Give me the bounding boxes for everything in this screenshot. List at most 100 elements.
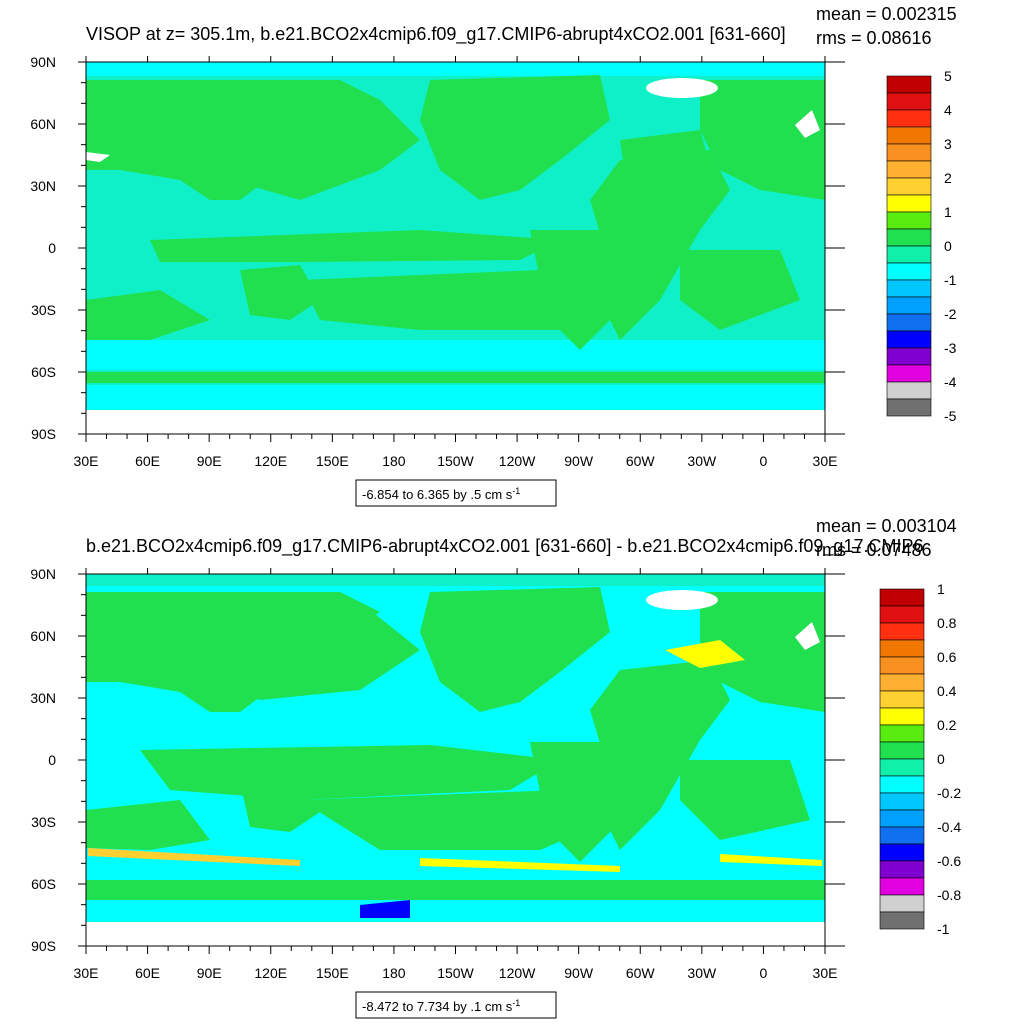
colorbar-swatch — [879, 690, 925, 709]
colorbar-swatch — [879, 622, 925, 641]
colorbar-swatch — [886, 194, 932, 213]
land-south-america — [530, 230, 630, 350]
colorbar-swatch — [886, 398, 932, 417]
colorbar-swatch — [879, 673, 925, 692]
land-eurasia — [86, 80, 380, 200]
colorbar-label: 0 — [937, 751, 945, 767]
colorbar-swatch — [879, 775, 925, 794]
land-south-america — [530, 742, 630, 862]
y-tick-label: 90N — [30, 566, 56, 582]
y-tick-label: 90S — [31, 426, 56, 442]
ocean-green-region — [300, 790, 610, 850]
rms-label: rms = 0.07486 — [816, 540, 932, 560]
colorbar-label: 0 — [944, 238, 952, 254]
y-tick-label: 0 — [48, 752, 56, 768]
colorbar-label: -0.6 — [937, 853, 961, 869]
colorbar-swatch — [886, 262, 932, 281]
colorbar-label: 0.8 — [937, 615, 957, 631]
colorbar: 1 0.8 0.6 0.4 0.2 0 -0.2 -0.4 -0.6 -0.8 -1 — [879, 581, 961, 937]
ocean-band — [86, 385, 825, 410]
x-tick-label: 60W — [626, 965, 656, 981]
colorbar-label: -0.8 — [937, 887, 961, 903]
anomaly-streak — [720, 854, 822, 866]
land-north-america — [420, 587, 610, 712]
colorbar-swatch — [879, 894, 925, 913]
colorbar-label: 1 — [937, 581, 945, 597]
y-tick-label: 30N — [30, 690, 56, 706]
ocean-green-region — [680, 760, 810, 840]
colorbar-label: 2 — [944, 170, 952, 186]
x-tick-label: 60E — [135, 965, 160, 981]
rms-label: rms = 0.08616 — [816, 28, 932, 48]
anomaly-streak — [420, 858, 620, 872]
colorbar-swatch — [886, 364, 932, 383]
panel-bottom: b.e21.BCO2x4cmip6.f09_g17.CMIP6-abrupt4x… — [30, 516, 961, 1019]
y-tick-label: 90N — [30, 54, 56, 70]
colorbar-label: 3 — [944, 136, 952, 152]
map-field — [86, 62, 825, 434]
land-north-america — [420, 75, 610, 200]
panel-title: b.e21.BCO2x4cmip6.f09_g17.CMIP6-abrupt4x… — [86, 536, 923, 557]
mean-label: mean = 0.002315 — [816, 4, 957, 24]
colorbar-swatch — [879, 877, 925, 896]
y-tick-label: 60S — [31, 876, 56, 892]
panel-title: VISOP at z= 305.1m, b.e21.BCO2x4cmip6.f0… — [86, 24, 786, 45]
land-africa — [590, 660, 730, 850]
colorbar-label: -3 — [944, 340, 957, 356]
x-tick-label: 150E — [316, 965, 349, 981]
missing-region — [795, 110, 820, 138]
colorbar-swatch — [879, 911, 925, 930]
y-tick-label: 90S — [31, 938, 56, 954]
colorbar-swatch — [886, 177, 932, 196]
x-tick-label: 90E — [197, 965, 222, 981]
colorbar-label: -0.2 — [937, 785, 961, 801]
colorbar-swatch — [879, 724, 925, 743]
anomaly-streak — [665, 640, 745, 668]
colorbar-label: -2 — [944, 306, 957, 322]
y-tick-label: 30N — [30, 178, 56, 194]
land-eurasia — [86, 592, 380, 712]
colorbar-swatch — [879, 588, 925, 607]
colorbar-swatch — [886, 296, 932, 315]
ocean-green-region — [680, 250, 800, 330]
colorbar-label: 1 — [944, 204, 952, 220]
colorbar-swatch — [886, 211, 932, 230]
x-tick-label: 0 — [760, 453, 768, 469]
y-tick-label: 30S — [31, 302, 56, 318]
land-australia — [240, 777, 320, 832]
x-tick-label: 150W — [437, 965, 474, 981]
colorbar-label: -1 — [944, 272, 957, 288]
x-tick-label: 0 — [760, 965, 768, 981]
colorbar-label: 0.2 — [937, 717, 957, 733]
x-tick-label: 30E — [74, 453, 99, 469]
antarctic-missing — [86, 922, 825, 946]
greenland-missing — [646, 590, 718, 610]
colorbar-label: -4 — [944, 374, 957, 390]
x-tick-label: 90W — [564, 965, 594, 981]
land-eurasia-east — [700, 592, 825, 712]
x-tick-label: 60W — [626, 453, 656, 469]
colorbar-swatch — [886, 143, 932, 162]
ocean-band — [86, 574, 825, 586]
colorbar-swatch — [879, 639, 925, 658]
ocean-green-region — [150, 230, 560, 262]
colorbar-label: -5 — [944, 408, 957, 424]
land-eurasia-east — [700, 80, 825, 200]
map-field — [86, 574, 825, 946]
y-tick-label: 60S — [31, 364, 56, 380]
colorbar-swatch — [879, 605, 925, 624]
colorbar-swatch — [879, 792, 925, 811]
range-label: -8.472 to 7.734 by .1 cm s-1 — [362, 998, 520, 1014]
ocean-green-region — [300, 270, 610, 330]
x-tick-label: 30E — [74, 965, 99, 981]
range-label-box — [355, 991, 557, 1019]
axes-ticks: 30E 60E 90E 120E 150E 180 150W 120W 90W 60W 30W 0 30… — [30, 566, 845, 981]
antarctic-missing — [86, 410, 825, 434]
x-tick-label: 180 — [382, 453, 406, 469]
x-tick-label: 30W — [687, 965, 717, 981]
colorbar-label: 5 — [944, 68, 952, 84]
colorbar-swatch — [879, 826, 925, 845]
x-tick-label: 60E — [135, 453, 160, 469]
colorbar-swatch — [886, 160, 932, 179]
